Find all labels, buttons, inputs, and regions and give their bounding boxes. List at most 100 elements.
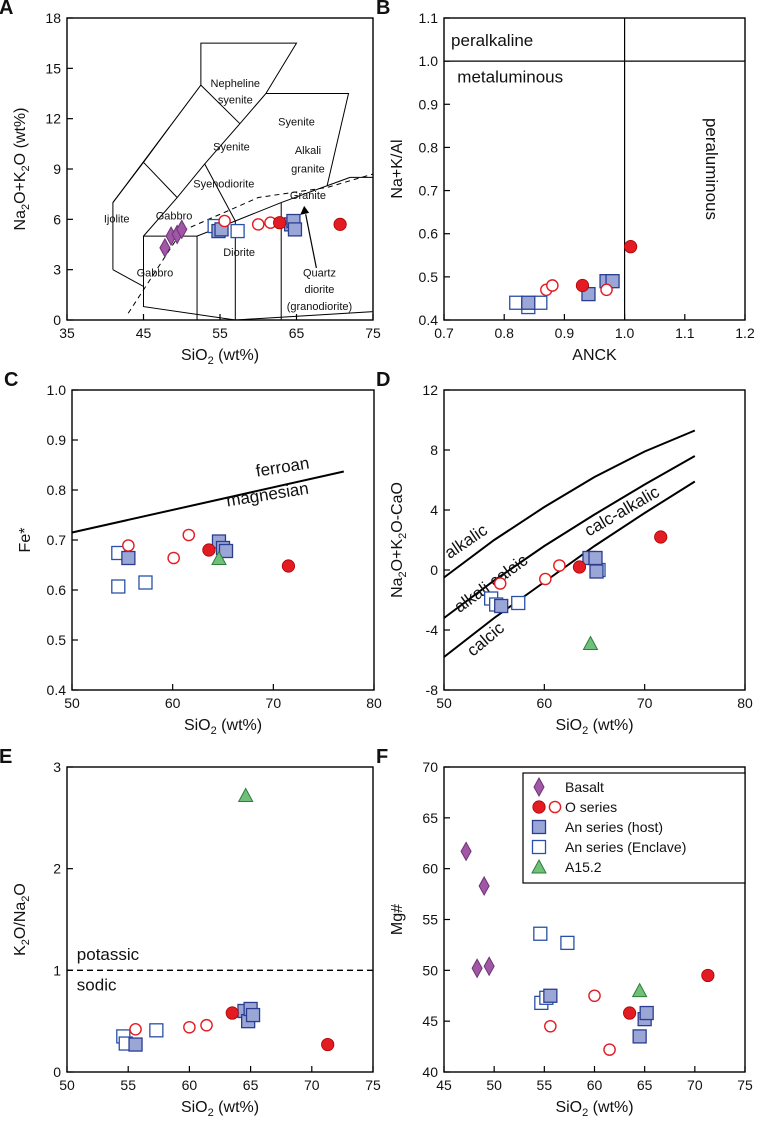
y-tick-label: 9 xyxy=(53,161,61,177)
x-axis-label: SiO2 (wt%) xyxy=(181,1099,259,1119)
field-label: Syenite xyxy=(278,116,315,128)
tas-field-boundary xyxy=(143,161,178,198)
label-part: (wt%) xyxy=(214,347,259,364)
arrow-head xyxy=(300,205,310,215)
tas-field-boundary xyxy=(204,163,236,222)
an-series-host-marker xyxy=(494,598,509,614)
y-tick-label: 3 xyxy=(53,759,61,775)
o-series-open-marker xyxy=(251,218,265,231)
legend: Basalt O series An series (host) An series … xyxy=(522,772,746,884)
subscript: 2 xyxy=(208,355,214,367)
x-tick-label: 75 xyxy=(737,1077,753,1093)
x-tick-label: 50 xyxy=(64,695,80,711)
an-series-host-marker xyxy=(543,988,558,1003)
o-series-filled-marker xyxy=(624,240,638,254)
label-part: O xyxy=(12,883,29,895)
an-series-host-marker xyxy=(588,550,603,566)
a15-2-marker xyxy=(237,787,254,802)
arrow-line xyxy=(305,214,317,269)
panel-letter: A xyxy=(0,0,13,19)
y-tick-label: 6 xyxy=(53,211,61,227)
x-tick-label: 80 xyxy=(366,695,382,711)
y-tick-label: 3 xyxy=(53,262,61,278)
basalt-marker xyxy=(176,219,188,240)
an-series-enclave-marker xyxy=(149,1023,164,1038)
x-axis-label: ANCK xyxy=(572,347,617,364)
o-series-open-marker xyxy=(129,1023,142,1036)
o-series-open-marker xyxy=(544,1019,557,1033)
label-part: (wt%) xyxy=(217,717,262,734)
plot-frame xyxy=(66,766,374,1073)
an-series-host-marker xyxy=(521,295,536,310)
label-part: K xyxy=(12,945,29,956)
o-series-open-marker xyxy=(182,528,196,542)
y-tick-label: 0.7 xyxy=(47,532,67,548)
x-tick-label: 60 xyxy=(182,1077,198,1093)
field-label: Syenite xyxy=(213,142,250,154)
subscript: 2 xyxy=(211,725,217,737)
tas-field-boundary xyxy=(326,176,351,187)
a15-2-marker xyxy=(531,858,547,874)
panel-B: 0.7 0.8 0.9 1.0 1.1 1.2 0.4 0.5 0.6 0.7 0.8 0.9 1.0 1… xyxy=(376,0,755,364)
field-label: Syenodiorite xyxy=(193,178,254,190)
x-tick-label: 45 xyxy=(136,325,152,341)
ferroan-magnesian-boundary xyxy=(71,470,345,534)
field-label: Nepheline xyxy=(211,78,261,90)
x-axis-label: SiO2 (wt%) xyxy=(181,347,259,367)
y-tick-label: 60 xyxy=(422,861,438,877)
label-part: SiO xyxy=(181,1099,208,1116)
label-part: (wt%) xyxy=(588,1099,633,1116)
subscript: 2 xyxy=(208,1107,214,1119)
y-tick-label: 1.0 xyxy=(47,382,67,398)
basalt-marker xyxy=(460,841,472,862)
y-tick-label: -4 xyxy=(426,622,439,638)
x-axis-label: SiO2 (wt%) xyxy=(555,1099,633,1119)
y-tick-label: 0.7 xyxy=(419,183,439,199)
a15-2-marker xyxy=(211,550,227,565)
label-part: O+K xyxy=(12,171,29,204)
y-tick-label: 2 xyxy=(53,861,61,877)
o-series-open-marker xyxy=(600,283,613,297)
y-tick-label: 55 xyxy=(422,912,438,928)
y-tick-label: 0.6 xyxy=(47,582,67,598)
x-tick-label: 60 xyxy=(165,695,181,711)
basalt-marker xyxy=(471,958,483,979)
o-series-filled-marker xyxy=(333,217,347,231)
x-tick-label: 55 xyxy=(120,1077,136,1093)
x-tick-label: 65 xyxy=(637,1077,653,1093)
y-axis-label: Mg# xyxy=(389,904,406,935)
subscript: 2 xyxy=(20,896,32,902)
subscript: 2 xyxy=(582,725,588,737)
y-tick-label: 0 xyxy=(53,312,61,328)
field-label: Granite xyxy=(290,190,326,202)
field-label: ferroan xyxy=(254,453,310,480)
x-tick-label: 60 xyxy=(537,695,553,711)
y-tick-label: 0.8 xyxy=(419,139,439,155)
field-label: magnesian xyxy=(225,479,310,511)
x-tick-label: 1.0 xyxy=(615,325,635,341)
y-tick-label: 50 xyxy=(422,962,438,978)
field-label: peralkaline xyxy=(451,31,533,50)
tas-field-boundary xyxy=(143,123,241,237)
x-tick-label: 60 xyxy=(587,1077,603,1093)
alkaline-subalkaline-divider xyxy=(127,173,374,314)
label-part: O-CaO xyxy=(389,482,406,533)
o-series-open-marker xyxy=(493,577,507,590)
x-tick-label: 65 xyxy=(243,1077,259,1093)
legend-label: An series (Enclave) xyxy=(565,839,686,855)
field-label: sodic xyxy=(77,976,117,995)
x-tick-label: 0.7 xyxy=(434,325,454,341)
y-axis-label: Fe* xyxy=(17,528,34,553)
label-part: O+K xyxy=(389,539,406,572)
legend-label: An series (host) xyxy=(565,819,663,835)
x-tick-label: 80 xyxy=(737,695,753,711)
x-tick-label: 70 xyxy=(637,695,653,711)
y-tick-label: 15 xyxy=(45,60,61,76)
an-series-enclave-marker xyxy=(511,595,526,611)
field-label: Diorite xyxy=(223,247,255,259)
a15-2-marker xyxy=(631,982,648,998)
legend-label: O series xyxy=(565,799,617,815)
y-tick-label: 0.4 xyxy=(419,312,439,328)
